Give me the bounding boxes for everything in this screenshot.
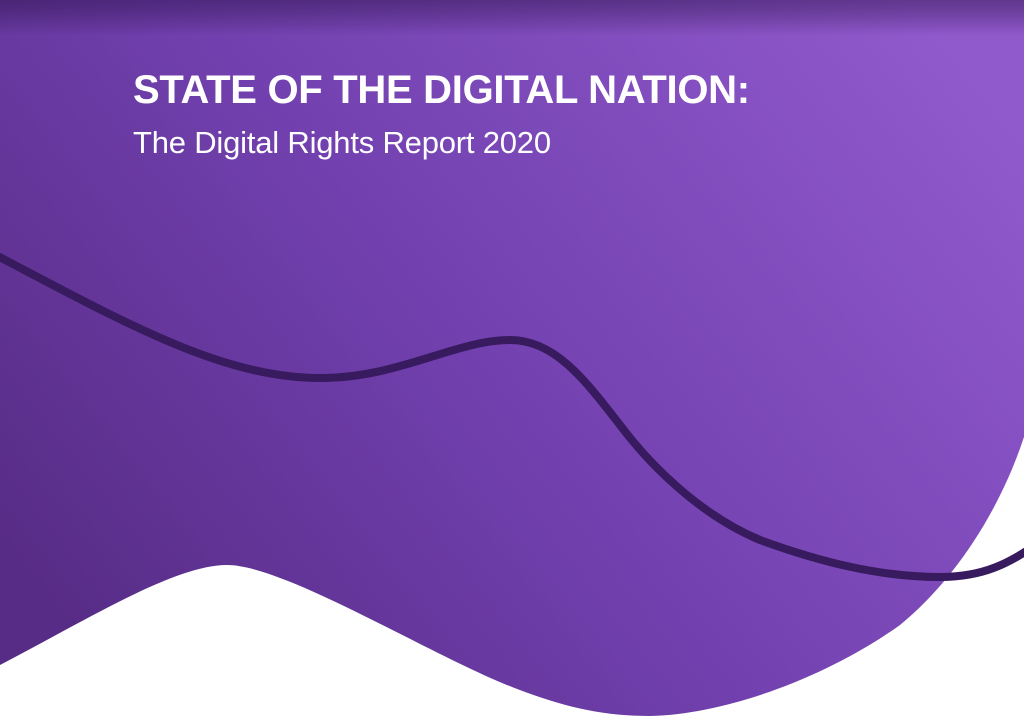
report-title: STATE OF THE DIGITAL NATION: — [133, 68, 750, 112]
decorative-wave-line — [0, 252, 1024, 582]
cover-text-block: STATE OF THE DIGITAL NATION: The Digital… — [133, 68, 750, 160]
report-subtitle: The Digital Rights Report 2020 — [133, 125, 551, 160]
top-shadow-overlay — [0, 0, 1024, 36]
